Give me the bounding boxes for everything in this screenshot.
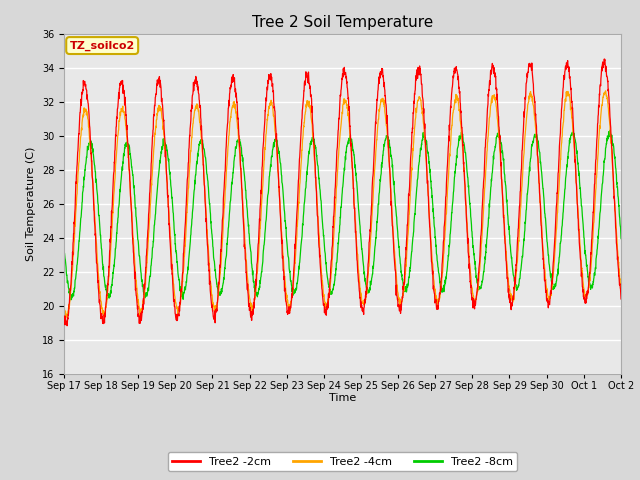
Title: Tree 2 Soil Temperature: Tree 2 Soil Temperature bbox=[252, 15, 433, 30]
X-axis label: Time: Time bbox=[329, 393, 356, 403]
Legend: Tree2 -2cm, Tree2 -4cm, Tree2 -8cm: Tree2 -2cm, Tree2 -4cm, Tree2 -8cm bbox=[168, 452, 517, 471]
Text: TZ_soilco2: TZ_soilco2 bbox=[70, 40, 135, 51]
Y-axis label: Soil Temperature (C): Soil Temperature (C) bbox=[26, 147, 36, 261]
